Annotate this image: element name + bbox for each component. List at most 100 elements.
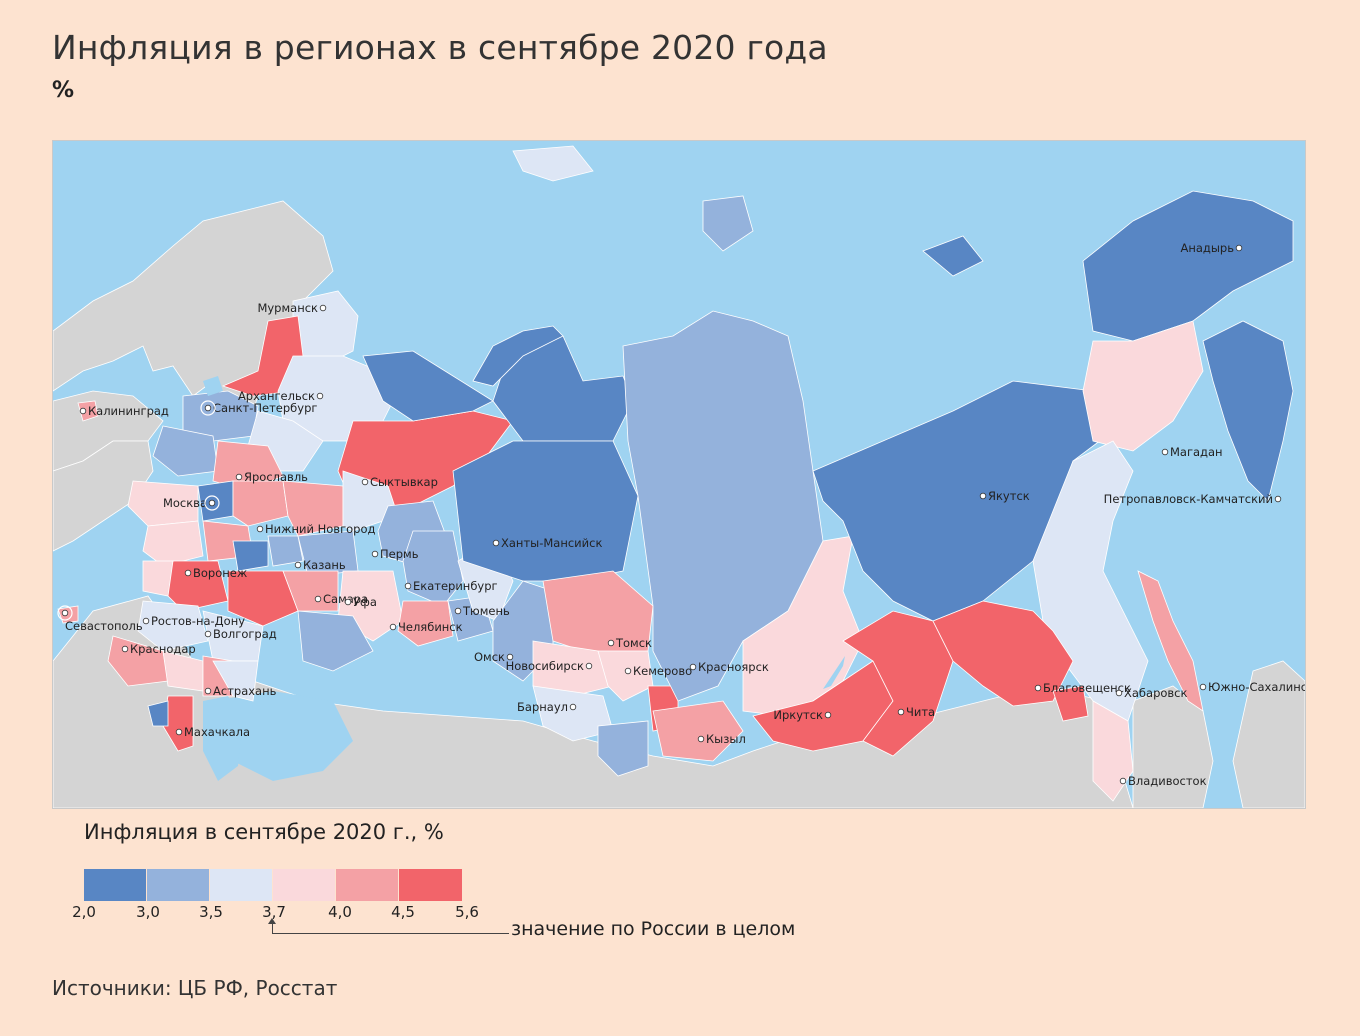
- city-marker: Иркутск: [773, 708, 832, 722]
- city-marker: Волгоград: [204, 627, 277, 641]
- city-dot: [314, 595, 322, 603]
- city-marker: Севастополь: [61, 609, 143, 633]
- region-tver: [152, 425, 219, 477]
- city-dot: [1119, 777, 1127, 785]
- city-dot: [79, 407, 87, 415]
- city-dot: [204, 687, 212, 695]
- region-karelia: [221, 315, 304, 397]
- city-dot: [319, 304, 327, 312]
- city-label: Москва: [163, 496, 207, 510]
- legend-tick-label: 3,7: [262, 903, 286, 921]
- map-canvas: Мурманск Архангельск Калининград Санкт-Пете…: [53, 141, 1305, 808]
- city-label: Ярославль: [244, 470, 308, 484]
- city-dot: [492, 539, 500, 547]
- russia-regions: [57, 145, 1294, 802]
- sources-note: Источники: ЦБ РФ, Росстат: [52, 976, 338, 1000]
- region-kaliningrad: [77, 400, 99, 422]
- russia-inflation-map: Мурманск Архангельск Калининград Санкт-Пете…: [52, 140, 1306, 809]
- city-dot: [175, 728, 183, 736]
- city-label: Омск: [474, 650, 505, 664]
- legend-tick-label: 3,0: [136, 903, 160, 921]
- city-label: Волгоград: [213, 627, 277, 641]
- city-label: Калининград: [88, 404, 169, 418]
- city-marker: Краснодар: [121, 642, 196, 656]
- city-dot: [1115, 689, 1123, 697]
- lake-ladoga: [203, 376, 223, 396]
- city-dot: [184, 569, 192, 577]
- city-dot: [1034, 684, 1042, 692]
- city-label: Уфа: [353, 595, 377, 609]
- city-marker: Калининград: [79, 404, 169, 418]
- city-label: Благовещенск: [1043, 681, 1131, 695]
- region-tuva: [652, 700, 744, 762]
- city-marker: Москва: [163, 496, 216, 510]
- region-nizhny: [282, 480, 344, 537]
- city-label: Самара: [323, 592, 368, 606]
- city-marker: Томск: [607, 636, 652, 650]
- city-label: Иркутск: [773, 708, 823, 722]
- city-marker: Уфа: [344, 595, 377, 609]
- region-north-caucasus: [147, 700, 169, 727]
- city-label: Нижний Новгород: [265, 522, 375, 536]
- city-marker: Махачкала: [175, 725, 250, 739]
- city-dot: [371, 550, 379, 558]
- city-label: Краснодар: [130, 642, 196, 656]
- region-vladimir: [232, 480, 289, 527]
- region-saratov: [227, 570, 299, 627]
- city-marker: Казань: [294, 558, 346, 572]
- legend-color-scale: [84, 869, 462, 901]
- city-dot: [585, 662, 593, 670]
- region-nenets: [362, 350, 494, 422]
- region-taymyr-islands: [702, 195, 754, 252]
- city-marker: Кызыл: [697, 732, 746, 746]
- city-marker: Якутск: [979, 489, 1030, 503]
- region-primorye: [1092, 700, 1134, 802]
- region-sakhalin: [1137, 570, 1204, 712]
- city-dot: [316, 392, 324, 400]
- city-label: Санкт-Петербург: [213, 401, 317, 415]
- region-kemerovo: [597, 650, 654, 702]
- city-marker: Ярославль: [235, 470, 308, 484]
- city-marker: Барнаул: [517, 700, 577, 714]
- city-marker: Екатеринбург: [404, 579, 498, 593]
- russia-value-note: значение по России в целом: [511, 918, 796, 940]
- city-label: Петропавловск-Камчатский: [1104, 492, 1273, 506]
- city-dot: [256, 525, 264, 533]
- city-dot: [1199, 683, 1207, 691]
- city-marker: Чита: [897, 705, 935, 719]
- city-label: Архангельск: [238, 389, 315, 403]
- city-dot: [235, 473, 243, 481]
- city-marker: Архангельск: [238, 389, 324, 403]
- region-kamchatka: [1202, 320, 1294, 502]
- city-label: Астрахань: [213, 684, 277, 698]
- city-label: Казань: [303, 558, 346, 572]
- city-label: Воронеж: [193, 566, 247, 580]
- city-marker: Хабаровск: [1115, 686, 1188, 700]
- city-dot: [506, 653, 514, 661]
- region-novaya-zemlya: [472, 325, 564, 387]
- city-marker: Мурманск: [257, 301, 327, 315]
- region-magadan: [1082, 320, 1204, 452]
- city-dot: [979, 492, 987, 500]
- city-dot: [607, 639, 615, 647]
- lake-baikal: [823, 656, 845, 689]
- city-label: Ростов-на-Дону: [151, 614, 245, 628]
- region-novosibirsk: [532, 640, 614, 697]
- city-marker: Петропавловск-Камчатский: [1104, 492, 1282, 506]
- russia-value-pointer: [272, 921, 509, 934]
- city-dot: [1161, 448, 1169, 456]
- city-dot: [824, 711, 832, 719]
- region-belgorod: [142, 560, 174, 597]
- legend-tick-label: 2,0: [72, 903, 96, 921]
- city-label: Хабаровск: [1124, 686, 1188, 700]
- legend-bin-5: [336, 869, 399, 901]
- region-zabaikalsky: [842, 610, 954, 757]
- city-marker: Нижний Новгород: [256, 522, 375, 536]
- city-dot: [1235, 244, 1243, 252]
- city-marker: Благовещенск: [1034, 681, 1131, 695]
- city-marker: Красноярск: [689, 660, 769, 674]
- legend-tick-label: 3,5: [199, 903, 223, 921]
- city-label: Новосибирск: [506, 659, 584, 673]
- region-jewish: [1052, 685, 1089, 722]
- legend-tick-label: 4,0: [328, 903, 352, 921]
